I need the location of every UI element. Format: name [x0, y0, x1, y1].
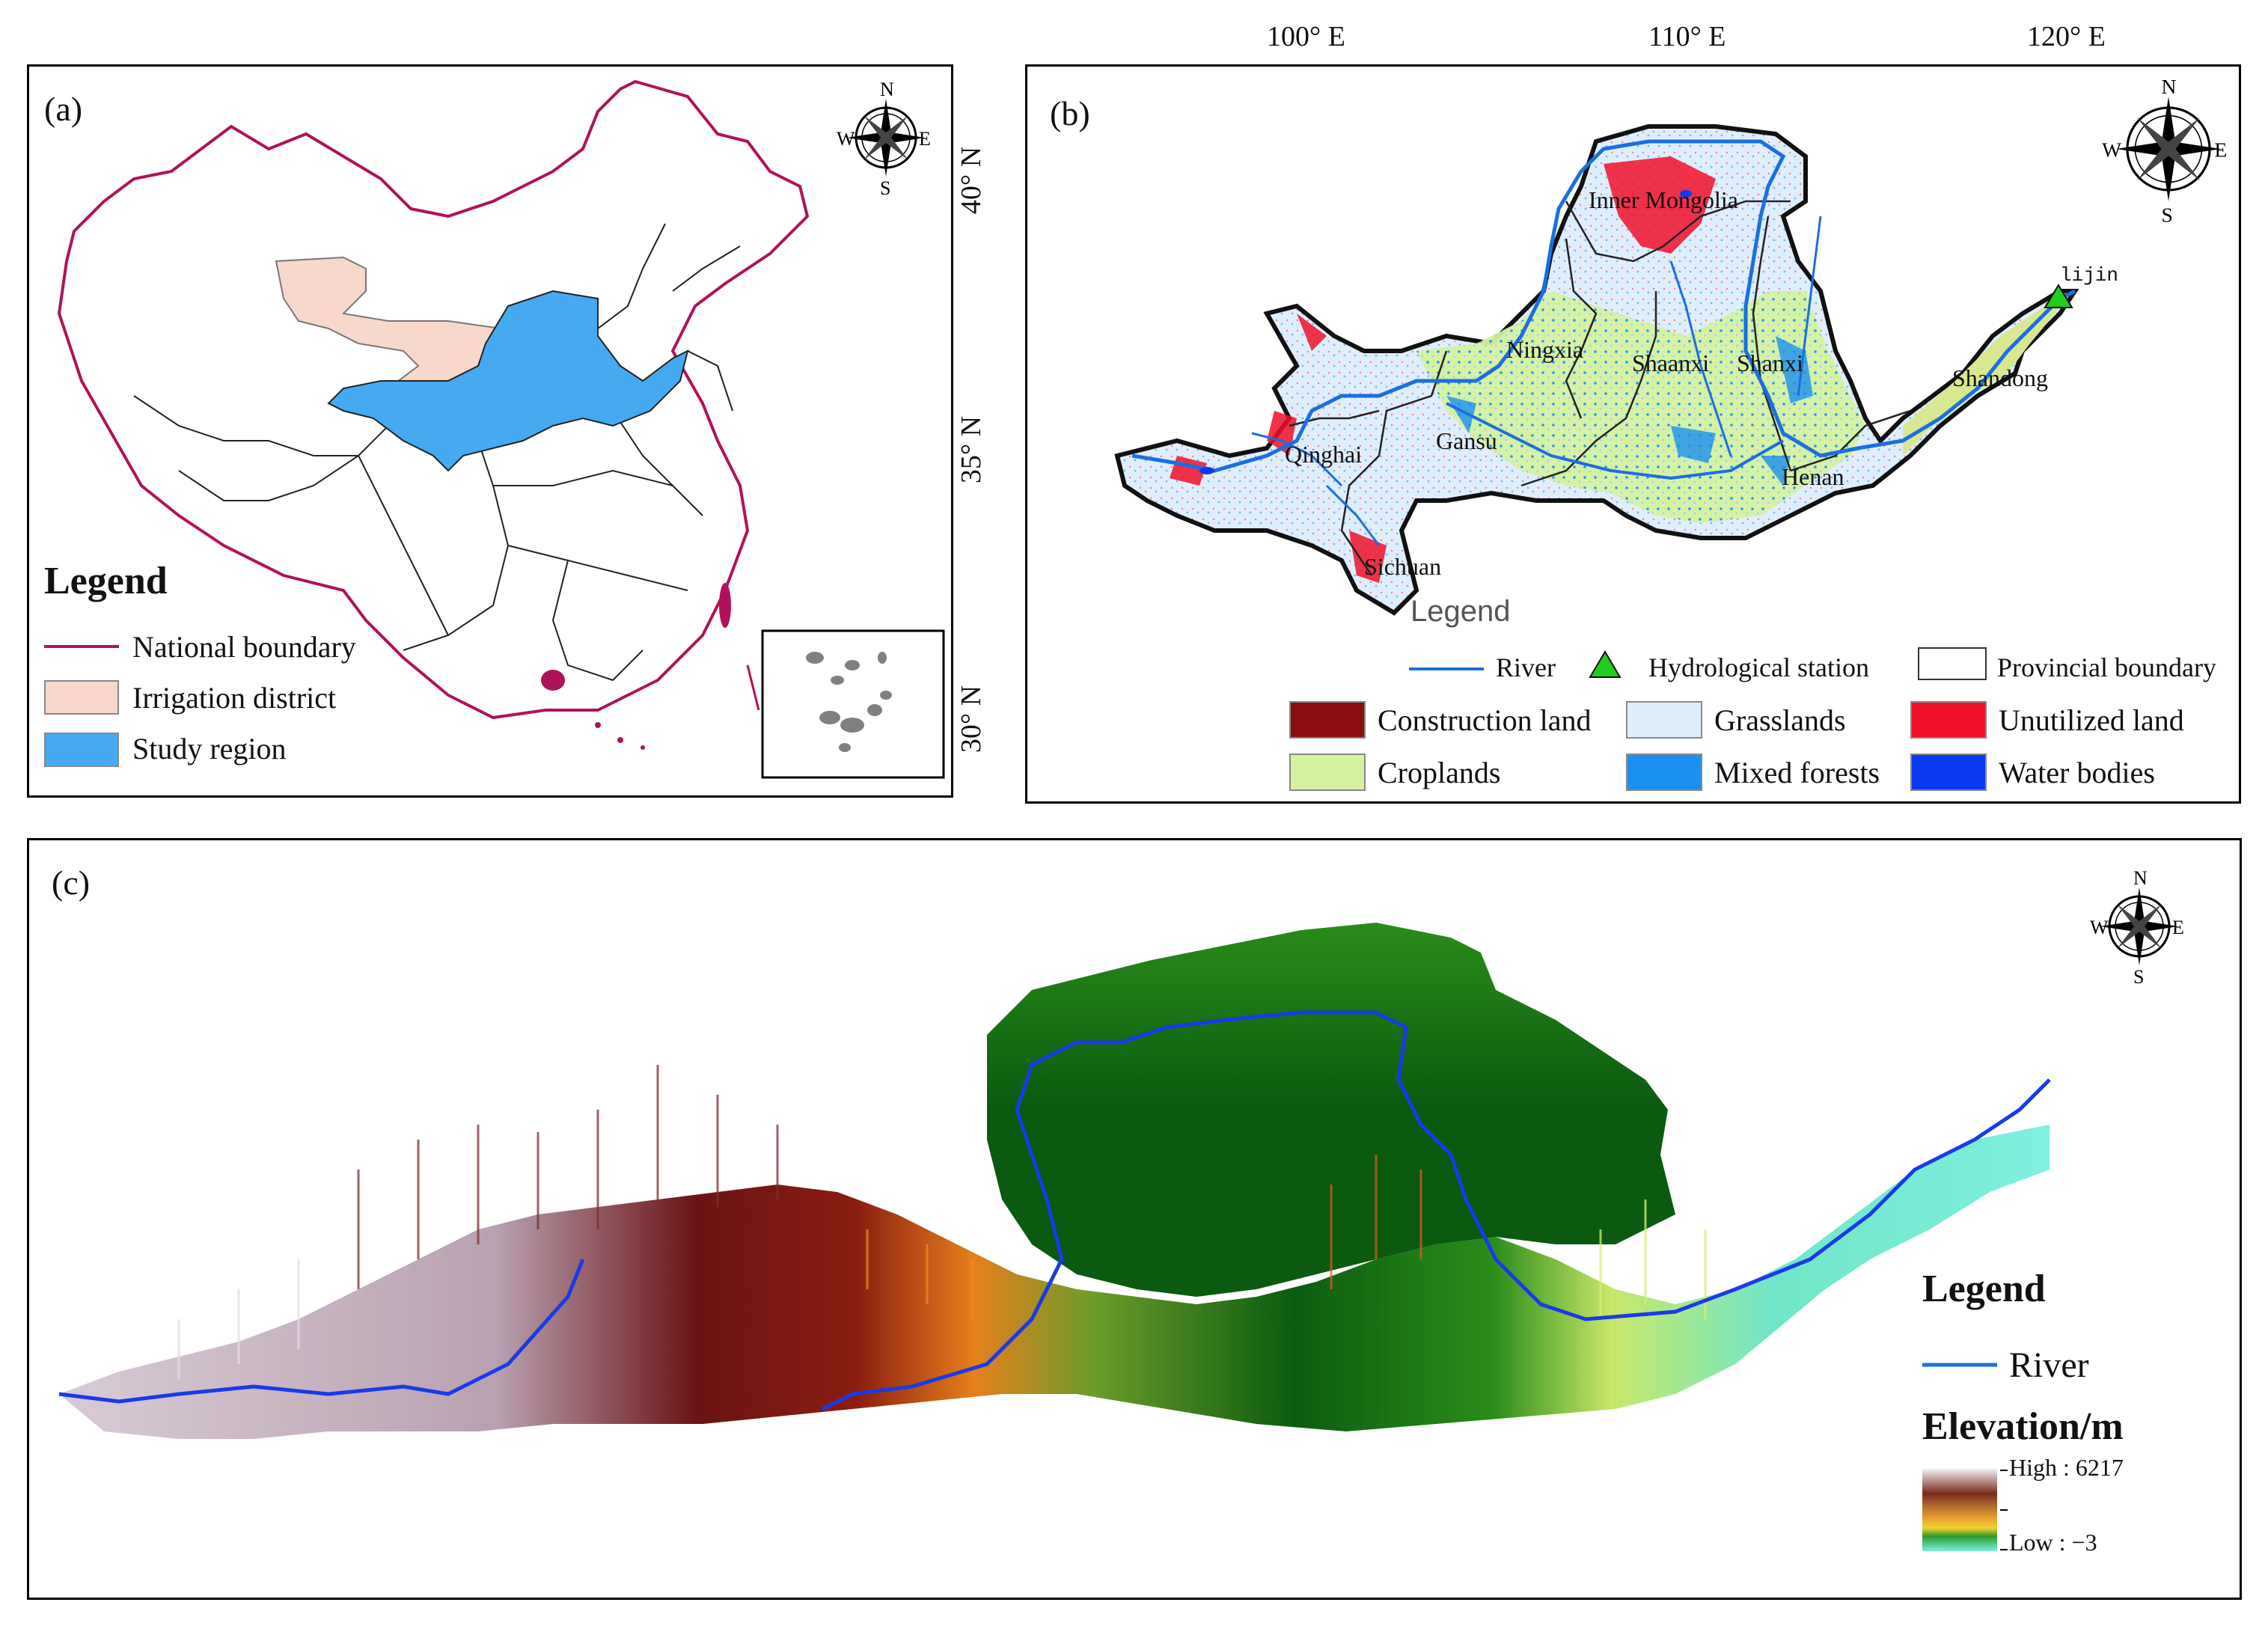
- elevation-color-ramp: [1922, 1469, 2008, 1551]
- legend-mixed-forests: Mixed forests: [1714, 756, 1880, 789]
- province-label: Ningxia: [1506, 336, 1584, 363]
- province-label: Gansu: [1436, 427, 1497, 454]
- elevation-3d-terrain: [58, 923, 2051, 1439]
- lon-tick: 120° E: [2027, 21, 2106, 52]
- south-china-sea-inset: [761, 629, 945, 779]
- province-label: Shaanxi: [1632, 349, 1710, 376]
- legend-river: River: [1496, 652, 1556, 682]
- legend-provincial-boundary: Provincial boundary: [1997, 652, 2216, 682]
- province-label: Henan: [1782, 463, 1844, 490]
- national-boundary: [57, 79, 810, 720]
- compass-icon: N S E W: [2090, 867, 2184, 988]
- compass-s: S: [2133, 966, 2144, 988]
- legend-river-line: [1922, 1363, 1997, 1367]
- elevation-high-label: High : 6217: [2009, 1454, 2124, 1481]
- legend-unutilized-land: Unutilized land: [1999, 703, 2184, 737]
- legend-provincial-swatch: [1918, 647, 1987, 680]
- study-region: [327, 290, 689, 472]
- legend-hydrological-station: Hydrological station: [1648, 652, 1869, 682]
- compass-e: E: [919, 128, 931, 150]
- province-label: Inner Mongolia: [1589, 186, 1738, 213]
- legend-construction-swatch: [1289, 701, 1366, 739]
- compass-s: S: [2161, 203, 2172, 226]
- china-map: [57, 79, 945, 779]
- panel-b-label: (b): [1050, 94, 1090, 132]
- legend-irrigation-district: Irrigation district: [132, 681, 337, 715]
- lat-tick: 30° N: [956, 685, 988, 754]
- legend-croplands: Croplands: [1378, 756, 1501, 789]
- elevation-title: Elevation/m: [1922, 1405, 2124, 1448]
- lon-tick: 110° E: [1648, 21, 1726, 52]
- legend-study-swatch: [44, 733, 119, 767]
- legend-station-triangle: [1589, 650, 1621, 678]
- compass-e: E: [2172, 917, 2184, 938]
- compass-w: W: [2090, 917, 2109, 938]
- compass-e: E: [2214, 138, 2227, 162]
- province-label: Sichuan: [1364, 553, 1442, 580]
- river-3d: [58, 1010, 2051, 1411]
- hydrological-station-marker: [2044, 284, 2073, 308]
- province-label: Shanxi: [1737, 349, 1803, 376]
- legend-river: River: [2009, 1345, 2089, 1385]
- legend-croplands-swatch: [1289, 754, 1366, 791]
- panel-c-label: (c): [52, 864, 91, 902]
- legend-study-region: Study region: [132, 732, 287, 765]
- compass-n: N: [2161, 75, 2176, 98]
- compass-n: N: [880, 79, 894, 100]
- terrain-body: [59, 1125, 2050, 1439]
- elevation-low-label: Low : −3: [2009, 1529, 2097, 1556]
- panel-c: (c): [27, 838, 2242, 1600]
- legend-unutilized-swatch: [1910, 701, 1987, 739]
- lat-tick: 40° N: [956, 146, 988, 215]
- legend-grasslands: Grasslands: [1714, 703, 1846, 737]
- legend-construction-land: Construction land: [1378, 703, 1592, 737]
- province-label: Shandong: [1952, 364, 2048, 391]
- compass-icon: N S E W: [837, 79, 931, 199]
- legend-title: Legend: [1410, 595, 1511, 628]
- legend-title: Legend: [44, 560, 168, 602]
- legend-national-boundary: National boundary: [132, 630, 356, 664]
- yellow-river: [1131, 139, 2076, 473]
- legend-water-bodies: Water bodies: [1999, 756, 2155, 789]
- compass-w: W: [2102, 138, 2121, 162]
- panel-a: (a): [27, 64, 953, 798]
- compass-icon: N S E W: [2102, 75, 2227, 227]
- panel-b: (b): [956, 21, 2241, 804]
- terrain-northern-block: [987, 923, 1675, 1297]
- legend-irrigation-swatch: [44, 680, 119, 715]
- station-label: lijin: [2060, 264, 2119, 287]
- legend-river-line: [1409, 667, 1484, 670]
- yellow-river-basin-landuse-map: [1114, 124, 2079, 616]
- legend-forests-swatch: [1626, 754, 1702, 791]
- compass-n: N: [2133, 867, 2148, 889]
- lon-tick: 100° E: [1267, 21, 1345, 52]
- legend-grasslands-swatch: [1626, 701, 1702, 739]
- compass-w: W: [837, 128, 855, 150]
- legend-national-boundary-line: [44, 645, 119, 648]
- compass-s: S: [880, 177, 890, 199]
- lat-tick: 35° N: [956, 415, 988, 484]
- province-label: Qinghai: [1285, 441, 1363, 468]
- legend-title: Legend: [1922, 1268, 2046, 1310]
- panel-a-label: (a): [44, 90, 83, 128]
- legend-water-swatch: [1910, 754, 1987, 791]
